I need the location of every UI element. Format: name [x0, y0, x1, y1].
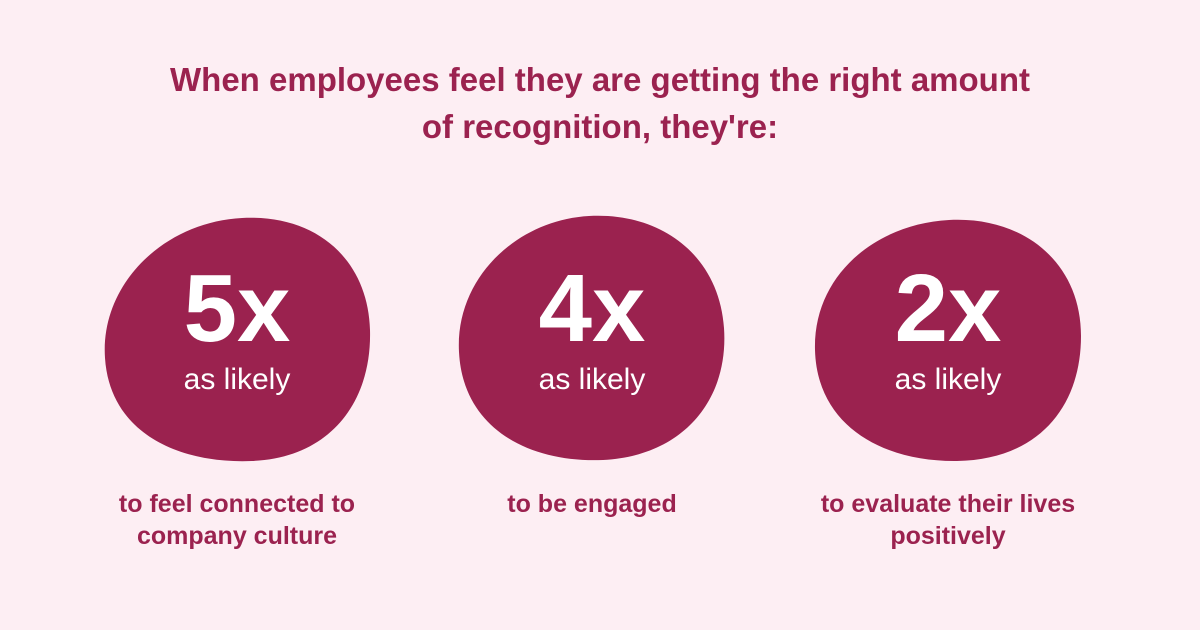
stat-label: as likely — [183, 363, 291, 396]
stat-card: 5x as likely to feel connected to company … — [87, 212, 387, 572]
stat-value: 5x — [183, 255, 291, 362]
stat-card: 4x as likely to be engaged — [442, 212, 742, 572]
stat-label: as likely — [894, 363, 1002, 396]
blob-shape — [104, 217, 371, 462]
stat-value: 2x — [894, 255, 1002, 362]
blob-shape — [814, 219, 1081, 462]
stat-description: to be engaged — [507, 490, 677, 518]
stat-description: to feel connected to company culture — [118, 490, 356, 550]
blob — [814, 219, 1081, 462]
blob-shape — [458, 215, 725, 461]
stat-card: 2x as likely to evaluate their lives posit… — [798, 212, 1098, 572]
stat-description: to evaluate their lives positively — [820, 490, 1076, 550]
stat-value: 4x — [538, 255, 646, 362]
blob — [458, 215, 725, 461]
blob — [104, 217, 371, 462]
title: When employees feel they are getting the… — [170, 61, 1030, 145]
stat-label: as likely — [538, 363, 646, 396]
